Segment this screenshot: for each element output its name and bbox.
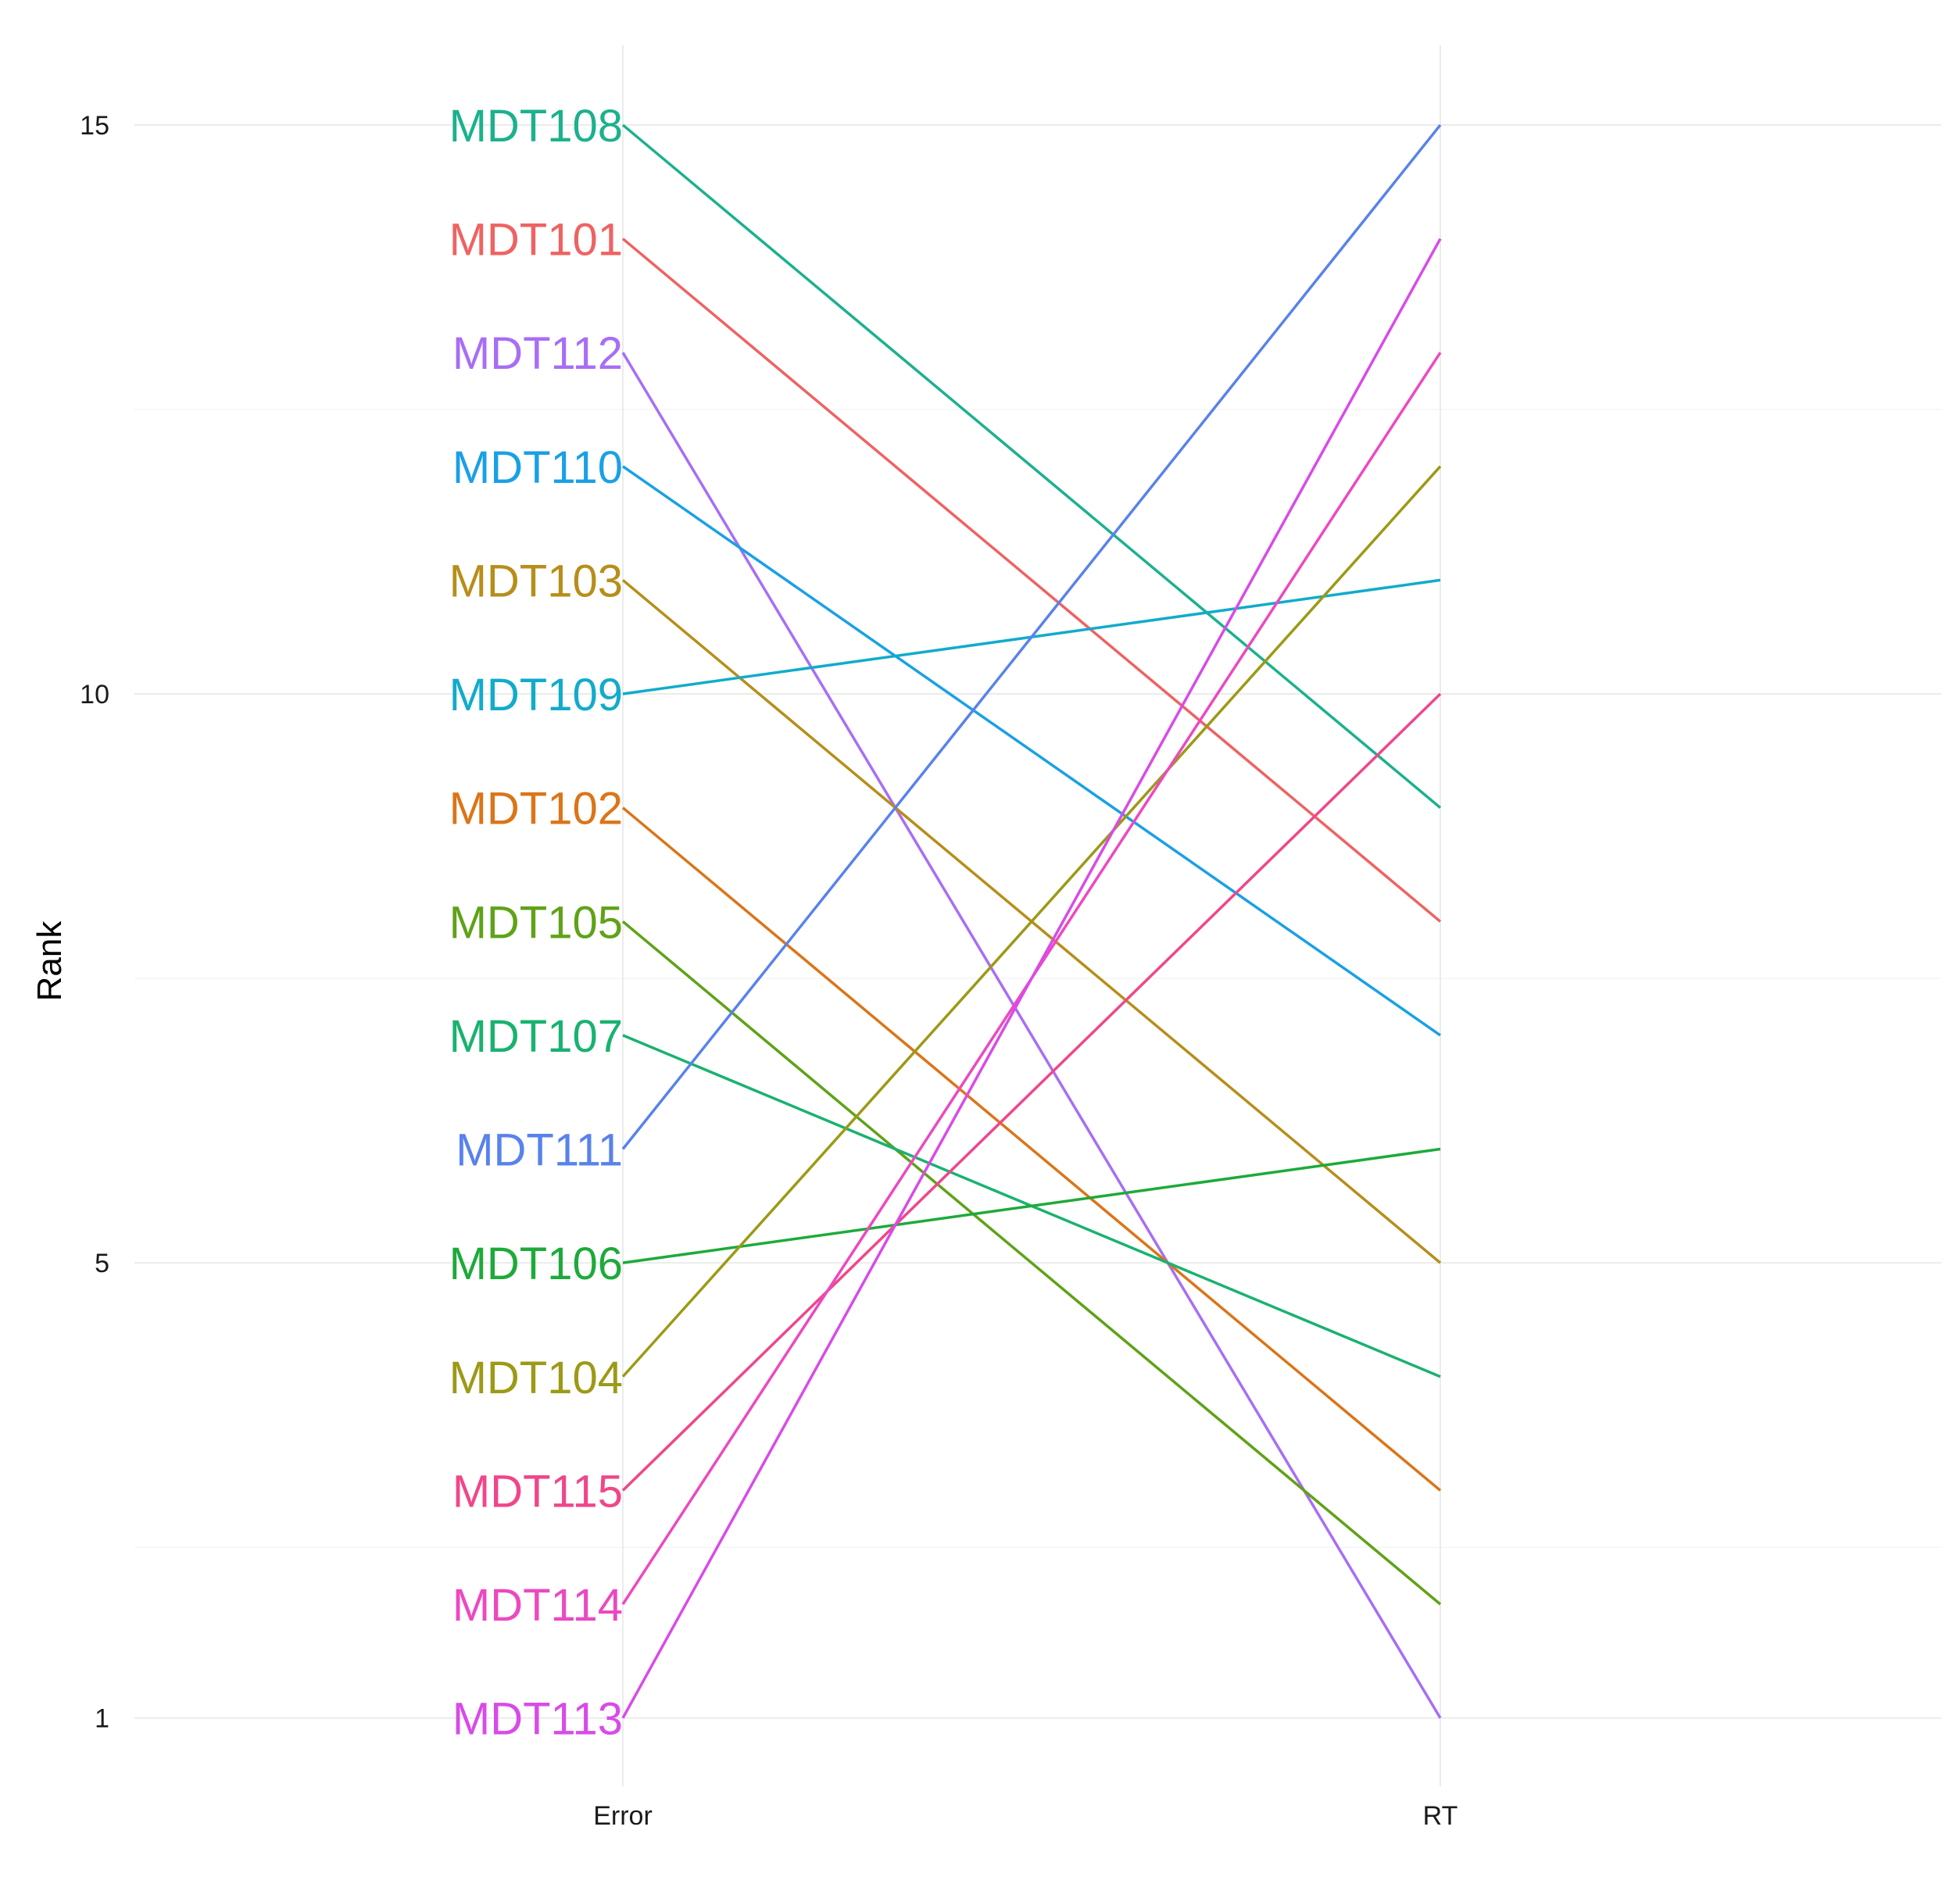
series-label-mdt108: MDT108 bbox=[449, 101, 623, 152]
series-label-mdt104: MDT104 bbox=[449, 1353, 623, 1403]
series-label-mdt113: MDT113 bbox=[452, 1694, 623, 1745]
series-label-mdt114: MDT114 bbox=[452, 1580, 623, 1631]
series-line-mdt102 bbox=[621, 806, 1442, 1492]
y-tick-label-0: 1 bbox=[95, 1704, 109, 1734]
y-tick-label-1: 5 bbox=[95, 1249, 109, 1278]
grid-lines bbox=[134, 45, 1941, 1786]
series-label-mdt106: MDT106 bbox=[449, 1239, 623, 1289]
series-label-mdt110: MDT110 bbox=[452, 442, 623, 493]
series-line-mdt105 bbox=[621, 920, 1442, 1606]
series-line-mdt104 bbox=[621, 465, 1442, 1378]
series-label-mdt102: MDT102 bbox=[449, 784, 623, 835]
series-label-mdt112: MDT112 bbox=[452, 328, 623, 379]
series-lines bbox=[621, 123, 1442, 1719]
series-line-mdt108 bbox=[621, 123, 1442, 810]
series-label-mdt115: MDT115 bbox=[452, 1466, 623, 1517]
series-label-mdt107: MDT107 bbox=[449, 1011, 623, 1062]
series-line-mdt115 bbox=[621, 692, 1442, 1492]
series-line-mdt101 bbox=[621, 238, 1442, 923]
x-tick-label-error: Error bbox=[593, 1801, 653, 1831]
series-label-mdt111: MDT111 bbox=[456, 1125, 623, 1176]
y-tick-label-2: 10 bbox=[80, 680, 109, 710]
y-axis-title: Rank bbox=[30, 920, 69, 1002]
series-line-mdt110 bbox=[622, 465, 1441, 1037]
series-line-mdt112 bbox=[621, 352, 1442, 1719]
series-line-mdt113 bbox=[621, 238, 1442, 1719]
series-label-mdt105: MDT105 bbox=[449, 897, 623, 948]
series-label-mdt101: MDT101 bbox=[449, 215, 623, 266]
x-tick-label-rt: RT bbox=[1423, 1801, 1458, 1831]
x-axis-ticks: Error RT bbox=[593, 1801, 1457, 1831]
series-labels: MDT108 MDT101 MDT112 MDT110 MDT103 MDT109 MDT1… bbox=[449, 101, 623, 1745]
y-tick-label-3: 15 bbox=[80, 111, 109, 141]
series-line-mdt111 bbox=[621, 123, 1442, 1150]
series-label-mdt103: MDT103 bbox=[449, 556, 623, 606]
series-line-mdt106 bbox=[622, 1147, 1441, 1264]
series-label-mdt109: MDT109 bbox=[449, 670, 623, 720]
